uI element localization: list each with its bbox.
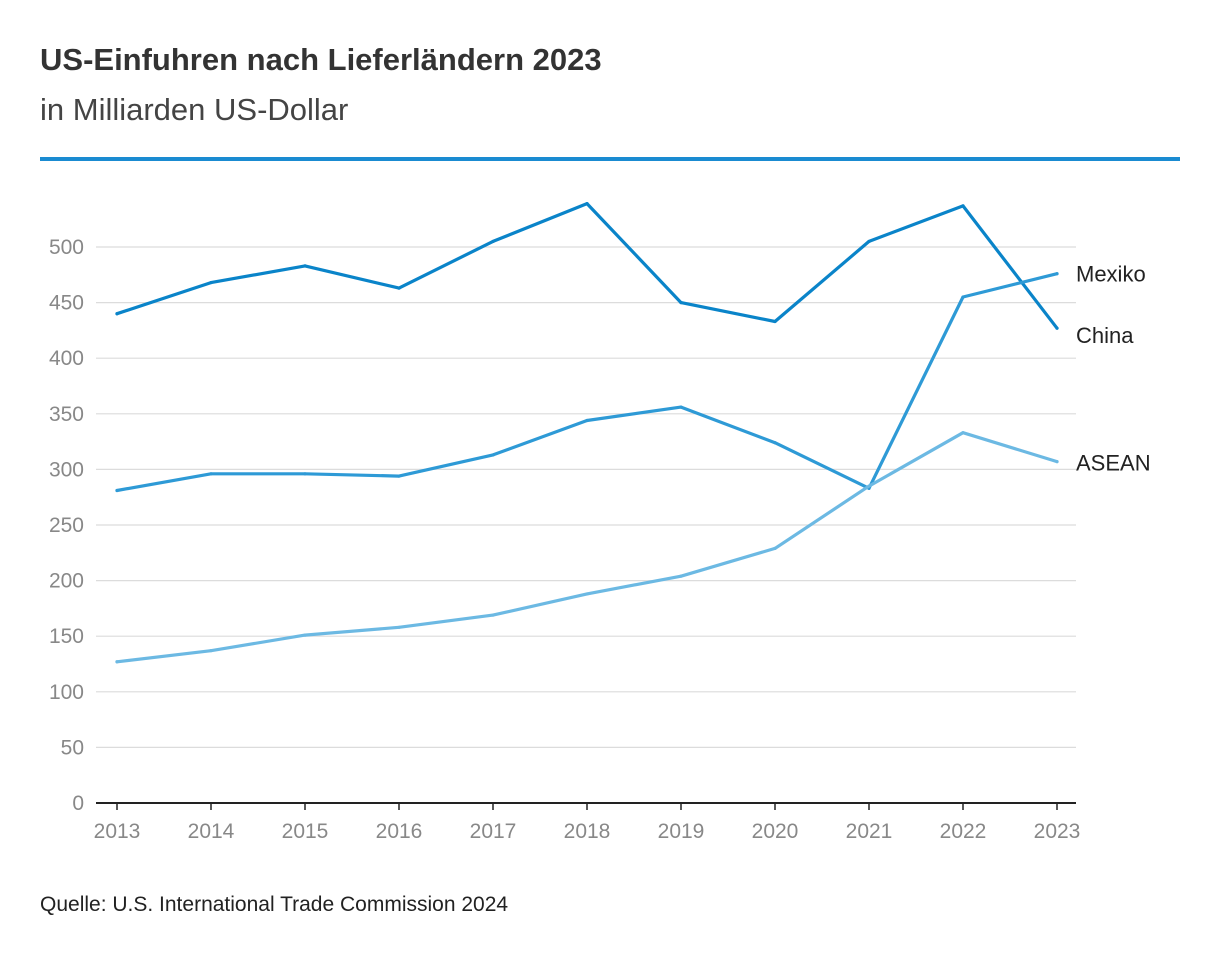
data-point-china bbox=[1055, 326, 1059, 330]
data-point-asean bbox=[397, 625, 401, 629]
data-point-asean bbox=[115, 660, 119, 664]
data-point-mexiko bbox=[1055, 272, 1059, 276]
x-tick-label: 2019 bbox=[658, 820, 705, 843]
data-point-mexiko bbox=[585, 418, 589, 423]
data-point-china bbox=[867, 239, 871, 244]
data-point-china bbox=[397, 286, 401, 290]
data-point-mexiko bbox=[397, 474, 401, 478]
x-tick-label: 2023 bbox=[1034, 820, 1081, 843]
y-tick-label: 400 bbox=[49, 347, 84, 370]
x-tick-label: 2018 bbox=[564, 820, 611, 843]
axes: 0 50 100 150 200 250 300 350 400 450 500 2013 2014 20… bbox=[49, 236, 1080, 843]
series-line-china bbox=[115, 202, 1059, 330]
chart-subtitle: in Milliarden US-Dollar bbox=[40, 92, 349, 127]
chart-title: US-Einfuhren nach Lieferländern 2023 bbox=[40, 42, 602, 77]
data-point-china bbox=[679, 301, 683, 305]
data-point-china bbox=[585, 202, 589, 206]
x-tick-label: 2017 bbox=[470, 820, 517, 843]
title-divider bbox=[40, 157, 1180, 161]
source-note: Quelle: U.S. International Trade Commiss… bbox=[40, 893, 509, 916]
data-point-asean bbox=[209, 649, 213, 653]
y-tick-label: 500 bbox=[49, 236, 84, 259]
y-tick-label: 200 bbox=[49, 570, 84, 593]
series-line-asean bbox=[115, 431, 1059, 664]
data-point-mexiko bbox=[773, 441, 777, 445]
data-point-asean bbox=[679, 574, 683, 578]
x-tick-label: 2014 bbox=[188, 820, 235, 843]
data-point-mexiko bbox=[115, 488, 119, 493]
data-point-china bbox=[961, 204, 965, 208]
data-point-asean bbox=[303, 633, 307, 637]
series-label-china: China bbox=[1076, 323, 1134, 348]
data-point-china bbox=[209, 280, 213, 285]
data-point-china bbox=[303, 264, 307, 268]
data-point-asean bbox=[867, 484, 871, 488]
x-tick-label: 2015 bbox=[282, 820, 329, 843]
y-tick-label: 450 bbox=[49, 292, 84, 315]
x-tick-label: 2016 bbox=[376, 820, 423, 843]
series-label-asean: ASEAN bbox=[1076, 451, 1151, 476]
y-tick-label: 150 bbox=[49, 625, 84, 648]
data-point-china bbox=[115, 312, 119, 316]
data-point-mexiko bbox=[961, 295, 965, 299]
data-point-mexiko bbox=[209, 472, 213, 476]
x-tick-label: 2013 bbox=[94, 820, 141, 843]
data-point-mexiko bbox=[679, 405, 683, 409]
y-tick-label: 350 bbox=[49, 403, 84, 426]
x-tick-label: 2022 bbox=[940, 820, 987, 843]
data-point-asean bbox=[961, 431, 965, 435]
x-tick-label: 2020 bbox=[752, 820, 799, 843]
y-tick-label: 50 bbox=[61, 736, 84, 759]
y-tick-label: 100 bbox=[49, 681, 84, 704]
data-point-china bbox=[491, 239, 495, 244]
data-point-asean bbox=[773, 546, 777, 550]
data-point-asean bbox=[1055, 460, 1059, 464]
series-label-mexiko: Mexiko bbox=[1076, 262, 1146, 287]
x-tick-label: 2021 bbox=[846, 820, 893, 843]
data-point-asean bbox=[585, 592, 589, 596]
data-point-mexiko bbox=[491, 453, 495, 457]
y-tick-label: 300 bbox=[49, 458, 84, 481]
data-point-asean bbox=[491, 613, 495, 617]
data-point-china bbox=[773, 319, 777, 324]
data-point-mexiko bbox=[303, 472, 307, 476]
series-labels: Mexiko China ASEAN bbox=[1076, 262, 1151, 476]
y-tick-label: 250 bbox=[49, 514, 84, 537]
gridlines bbox=[96, 246, 1076, 749]
y-tick-label: 0 bbox=[72, 792, 84, 815]
series-lines bbox=[115, 202, 1059, 664]
